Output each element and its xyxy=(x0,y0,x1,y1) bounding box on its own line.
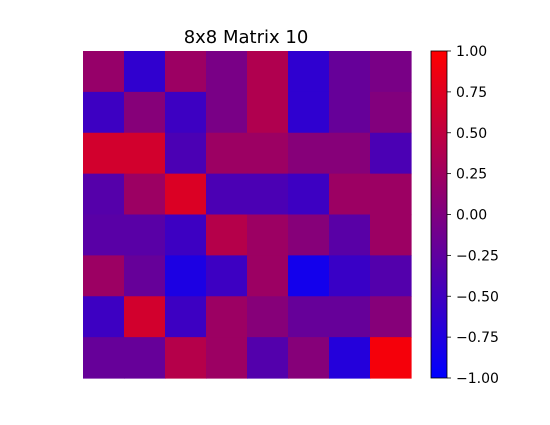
heatmap-cell xyxy=(247,132,289,175)
heatmap-cell xyxy=(165,337,207,379)
heatmap-cell xyxy=(83,296,125,338)
colorbar-tick-label: −0.25 xyxy=(456,248,499,264)
heatmap-cell xyxy=(247,173,289,216)
heatmap-cell xyxy=(165,173,207,216)
heatmap-cell xyxy=(165,255,207,297)
heatmap-cell xyxy=(83,91,125,134)
colorbar-tick-label: 0.25 xyxy=(456,167,487,183)
heatmap-cell xyxy=(83,214,125,256)
heatmap-cell xyxy=(329,296,371,338)
heatmap-cell xyxy=(83,173,125,216)
heatmap-cell xyxy=(165,51,207,93)
heatmap-cell xyxy=(370,173,412,216)
heatmap-cell xyxy=(206,91,248,134)
heatmap-cell xyxy=(124,173,166,216)
heatmap-cell xyxy=(124,337,166,379)
heatmap-cell xyxy=(206,296,248,338)
heatmap-cell xyxy=(329,173,371,216)
heatmap-cell xyxy=(288,51,330,93)
heatmap-cell xyxy=(329,132,371,175)
colorbar-tick-label: 0.50 xyxy=(456,126,487,142)
heatmap-cell xyxy=(288,255,330,297)
heatmap-cell xyxy=(370,337,412,379)
heatmap-cell xyxy=(370,51,412,93)
colorbar-ticks: 1.00 0.75 0.50 0.25 0.00 −0.25 −0.50 −0.75 −1.00 xyxy=(447,44,499,387)
heatmap-cell xyxy=(370,214,412,256)
heatmap-cell xyxy=(329,214,371,256)
heatmap-cell xyxy=(206,132,248,175)
heatmap-cell xyxy=(206,337,248,379)
heatmap-cell xyxy=(124,255,166,297)
heatmap-cell xyxy=(288,91,330,134)
heatmap-cell xyxy=(329,51,371,93)
colorbar-tick-label: 1.00 xyxy=(456,44,487,60)
heatmap-cell xyxy=(370,296,412,338)
heatmap-cell xyxy=(124,132,166,175)
heatmap-cell xyxy=(247,337,289,379)
heatmap-cell xyxy=(370,255,412,297)
heatmap-cell xyxy=(370,132,412,175)
heatmap-cell xyxy=(83,51,125,93)
heatmap-cell xyxy=(288,132,330,175)
heatmap-cell xyxy=(83,337,125,379)
colorbar xyxy=(430,50,448,379)
heatmap-cell xyxy=(124,51,166,93)
heatmap-cell xyxy=(329,91,371,134)
heatmap-cell xyxy=(206,214,248,256)
colorbar-tick-label: 0.00 xyxy=(456,208,487,224)
heatmap-cell xyxy=(165,132,207,175)
colorbar-tick-label: −0.50 xyxy=(456,289,499,305)
heatmap-cell xyxy=(165,296,207,338)
heatmap-cell xyxy=(288,173,330,216)
heatmap-cell xyxy=(329,337,371,379)
heatmap-cell xyxy=(206,51,248,93)
heatmap-cell xyxy=(165,91,207,134)
heatmap-cell xyxy=(247,255,289,297)
heatmap-cell xyxy=(206,173,248,216)
heatmap-cell xyxy=(124,296,166,338)
heatmap-cell xyxy=(165,214,207,256)
heatmap-cell xyxy=(124,214,166,256)
chart-title: 8x8 Matrix 10 xyxy=(184,27,309,48)
heatmap-cell xyxy=(288,214,330,256)
heatmap-cell xyxy=(124,91,166,134)
heatmap-cell xyxy=(288,296,330,338)
heatmap-cell xyxy=(247,214,289,256)
heatmap-cell xyxy=(329,255,371,297)
heatmap-grid xyxy=(83,51,412,379)
heatmap-cell xyxy=(206,255,248,297)
heatmap-cell xyxy=(247,51,289,93)
heatmap-cell xyxy=(288,337,330,379)
heatmap-cell xyxy=(83,132,125,175)
colorbar-tick-label: 0.75 xyxy=(456,85,487,101)
heatmap-cell xyxy=(247,296,289,338)
heatmap-cell xyxy=(83,255,125,297)
colorbar-tick-label: −1.00 xyxy=(456,371,499,387)
heatmap-cell xyxy=(370,91,412,134)
colorbar-tick-label: −0.75 xyxy=(456,330,499,346)
heatmap-cell xyxy=(247,91,289,134)
